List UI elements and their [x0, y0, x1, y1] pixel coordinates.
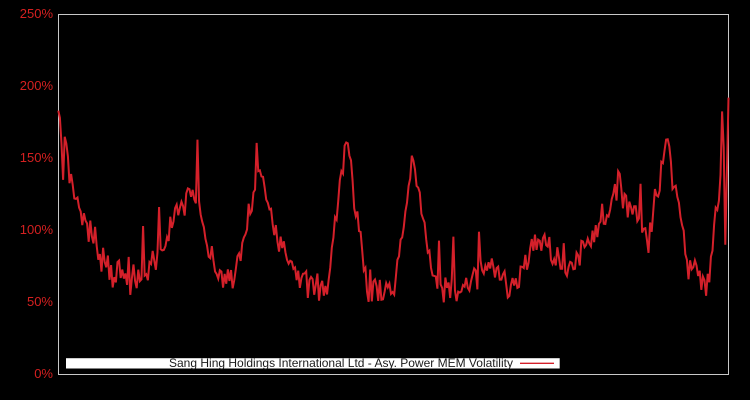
svg-text:150%: 150% — [20, 150, 54, 165]
svg-text:Sang Hing Holdings Internation: Sang Hing Holdings International Ltd - A… — [169, 356, 513, 370]
svg-text:250%: 250% — [20, 6, 54, 21]
svg-text:100%: 100% — [20, 222, 54, 237]
svg-text:200%: 200% — [20, 78, 54, 93]
svg-text:50%: 50% — [27, 294, 53, 309]
svg-text:0%: 0% — [34, 366, 53, 381]
